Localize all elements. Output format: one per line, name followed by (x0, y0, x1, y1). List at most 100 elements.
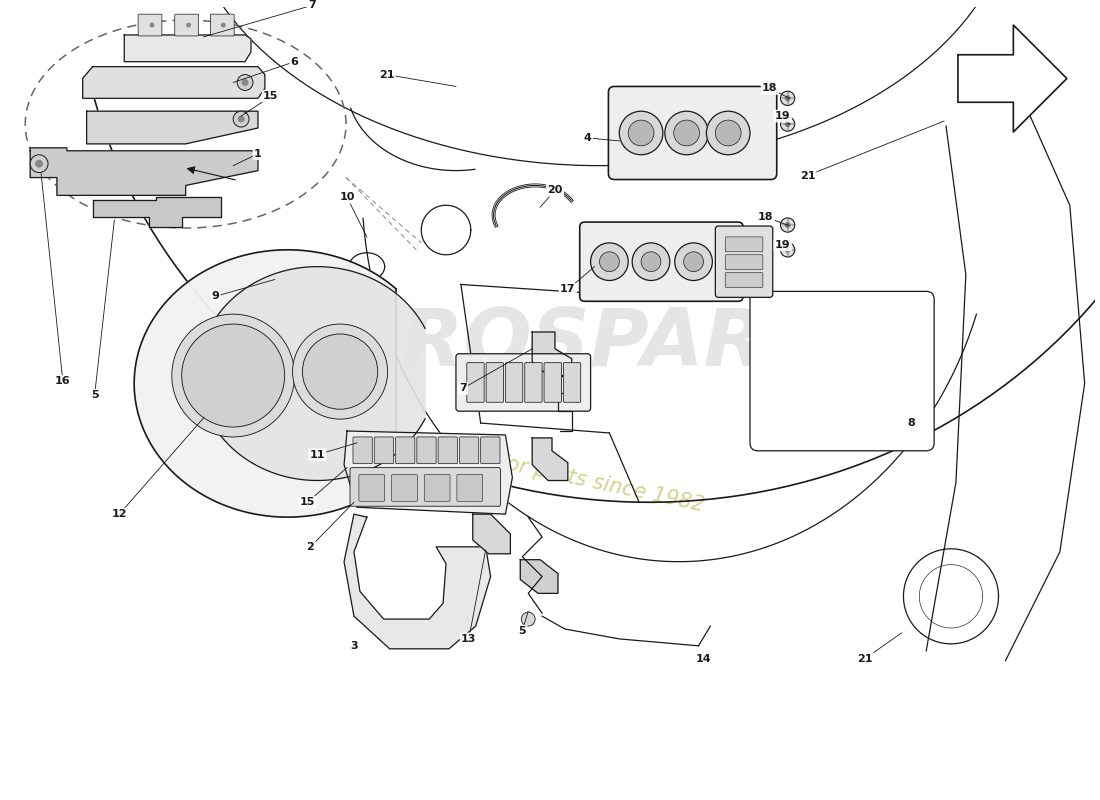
Text: 20: 20 (548, 186, 562, 195)
Text: 16: 16 (55, 377, 70, 386)
Text: 5: 5 (518, 626, 526, 636)
Circle shape (781, 242, 794, 257)
Text: 4: 4 (584, 133, 592, 143)
Text: 21: 21 (857, 654, 872, 664)
FancyBboxPatch shape (725, 254, 763, 270)
Text: 8: 8 (908, 418, 915, 428)
Circle shape (221, 22, 226, 27)
FancyBboxPatch shape (455, 354, 591, 411)
FancyBboxPatch shape (608, 86, 777, 179)
Text: EUROSPARES: EUROSPARES (280, 305, 879, 383)
Circle shape (242, 79, 249, 86)
Text: 1: 1 (254, 149, 262, 158)
Circle shape (521, 612, 535, 626)
FancyBboxPatch shape (505, 362, 522, 402)
Circle shape (591, 243, 628, 281)
Text: 15: 15 (263, 91, 278, 102)
FancyBboxPatch shape (374, 437, 394, 464)
Polygon shape (198, 266, 425, 481)
FancyBboxPatch shape (175, 14, 198, 36)
Text: 19: 19 (774, 240, 791, 250)
FancyBboxPatch shape (353, 437, 372, 464)
Text: 15: 15 (299, 498, 315, 507)
Circle shape (238, 74, 253, 90)
Circle shape (628, 120, 654, 146)
Text: 19: 19 (774, 111, 791, 121)
Circle shape (781, 218, 794, 232)
Circle shape (172, 314, 295, 437)
Circle shape (784, 121, 791, 127)
Text: 3: 3 (350, 641, 358, 651)
Polygon shape (134, 250, 396, 517)
Circle shape (30, 154, 48, 173)
FancyBboxPatch shape (715, 226, 773, 298)
Text: 18: 18 (758, 212, 773, 222)
Polygon shape (344, 514, 491, 649)
Circle shape (302, 334, 377, 410)
Circle shape (600, 252, 619, 271)
Circle shape (35, 160, 43, 168)
Circle shape (784, 222, 791, 228)
Circle shape (186, 22, 191, 27)
Polygon shape (520, 560, 558, 594)
Text: 2: 2 (307, 542, 315, 552)
Text: 17: 17 (560, 285, 575, 294)
Polygon shape (344, 431, 513, 514)
Polygon shape (532, 332, 572, 375)
Circle shape (238, 116, 244, 122)
Text: 11: 11 (309, 450, 326, 460)
Circle shape (233, 111, 249, 127)
Circle shape (674, 120, 700, 146)
Text: 6: 6 (290, 57, 298, 66)
Polygon shape (87, 111, 257, 144)
Circle shape (684, 252, 704, 271)
FancyBboxPatch shape (359, 474, 385, 502)
FancyBboxPatch shape (466, 362, 484, 402)
Text: 12: 12 (111, 509, 128, 519)
Circle shape (706, 111, 750, 154)
FancyBboxPatch shape (525, 362, 542, 402)
Text: 13: 13 (461, 634, 476, 644)
Circle shape (715, 120, 741, 146)
Polygon shape (532, 438, 568, 481)
Polygon shape (92, 198, 221, 227)
Polygon shape (958, 25, 1067, 132)
FancyBboxPatch shape (456, 474, 483, 502)
Text: 7: 7 (308, 0, 317, 10)
Polygon shape (124, 35, 251, 62)
Text: 14: 14 (695, 654, 712, 664)
FancyBboxPatch shape (725, 237, 763, 252)
FancyBboxPatch shape (486, 362, 504, 402)
FancyBboxPatch shape (139, 14, 162, 36)
Circle shape (784, 95, 791, 102)
FancyBboxPatch shape (563, 362, 581, 402)
FancyBboxPatch shape (417, 437, 436, 464)
FancyBboxPatch shape (481, 437, 500, 464)
Polygon shape (82, 66, 265, 98)
Text: a passion for parts since 1982: a passion for parts since 1982 (394, 430, 706, 515)
FancyBboxPatch shape (580, 222, 744, 302)
Polygon shape (473, 514, 510, 554)
FancyBboxPatch shape (425, 474, 450, 502)
Circle shape (218, 19, 229, 31)
FancyBboxPatch shape (460, 437, 478, 464)
FancyBboxPatch shape (392, 474, 417, 502)
Circle shape (619, 111, 663, 154)
FancyBboxPatch shape (750, 291, 934, 450)
FancyBboxPatch shape (350, 468, 500, 506)
Text: 18: 18 (762, 83, 778, 94)
Text: 5: 5 (90, 390, 98, 400)
Circle shape (674, 243, 713, 281)
Text: 21: 21 (800, 170, 815, 181)
Text: 7: 7 (459, 383, 466, 394)
Text: 21: 21 (378, 70, 395, 79)
FancyBboxPatch shape (210, 14, 234, 36)
Circle shape (182, 324, 285, 427)
Text: 10: 10 (339, 192, 354, 202)
FancyBboxPatch shape (438, 437, 458, 464)
Circle shape (781, 117, 794, 131)
Polygon shape (30, 148, 257, 195)
Circle shape (150, 22, 154, 27)
FancyBboxPatch shape (725, 273, 763, 287)
Circle shape (183, 19, 195, 31)
